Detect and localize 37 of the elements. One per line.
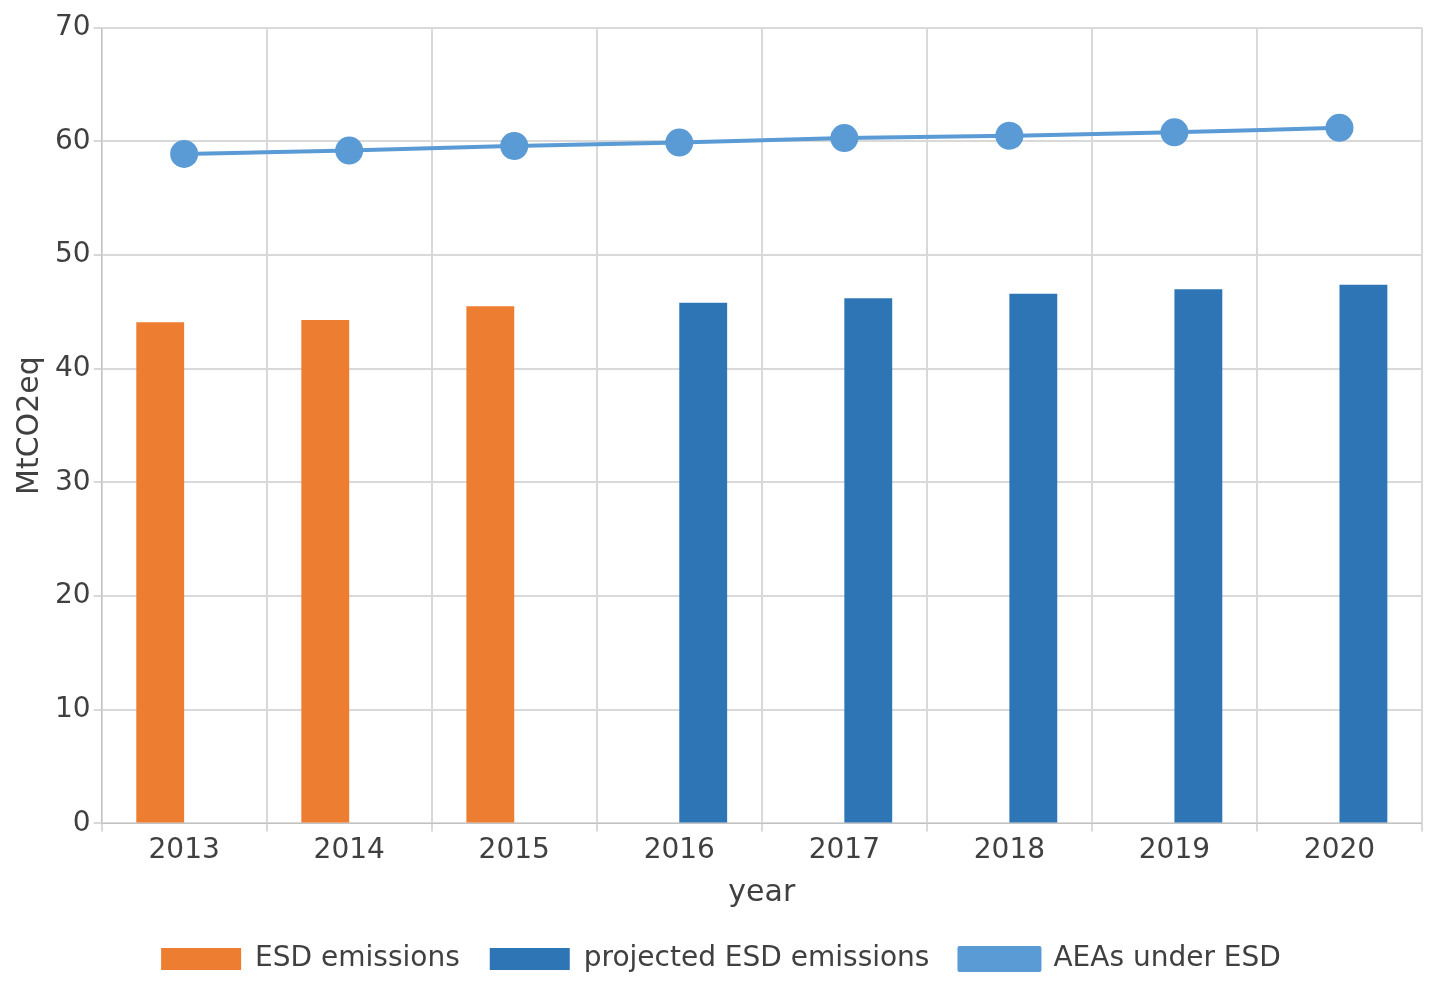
- x-tick-label: 2015: [478, 832, 550, 866]
- x-tick-label: 2018: [973, 832, 1046, 866]
- point: [995, 121, 1024, 150]
- point: [170, 139, 199, 168]
- legend-label: ESD emissions: [255, 940, 460, 974]
- point: [335, 136, 364, 165]
- bar: [136, 322, 185, 823]
- y-tick-label: 60: [54, 122, 91, 156]
- point: [830, 124, 859, 153]
- x-tick-label: 2020: [1303, 832, 1376, 866]
- x-tick-label: 2017: [808, 832, 880, 866]
- y-tick-label: 40: [54, 350, 91, 384]
- bar: [1009, 293, 1058, 823]
- bar: [466, 306, 515, 823]
- x-tick-label: 2014: [313, 832, 385, 866]
- bar: [1174, 289, 1223, 823]
- x-tick-label: 2016: [643, 832, 715, 866]
- point: [500, 132, 529, 160]
- x-tick-label: 2019: [1138, 832, 1211, 866]
- x-tick-label: 2013: [148, 832, 220, 866]
- y-tick-label: 20: [54, 577, 91, 611]
- y-tick-label: 50: [54, 236, 91, 270]
- point: [1160, 118, 1189, 147]
- bar: [1339, 284, 1388, 823]
- y-tick-label: 70: [54, 9, 91, 43]
- bar: [301, 319, 350, 823]
- bar: [679, 302, 728, 823]
- legend-label: projected ESD emissions: [583, 940, 930, 974]
- point: [1325, 113, 1354, 142]
- y-tick-label: 30: [54, 463, 91, 497]
- y-tick-label: 0: [72, 804, 91, 838]
- point: [665, 128, 694, 157]
- x-axis-title: year: [728, 872, 796, 908]
- y-tick-label: 10: [54, 691, 91, 725]
- y-axis-title: MtCO2eq: [9, 356, 45, 495]
- legend-label: AEAs under ESD: [1053, 940, 1281, 974]
- bar: [844, 298, 893, 823]
